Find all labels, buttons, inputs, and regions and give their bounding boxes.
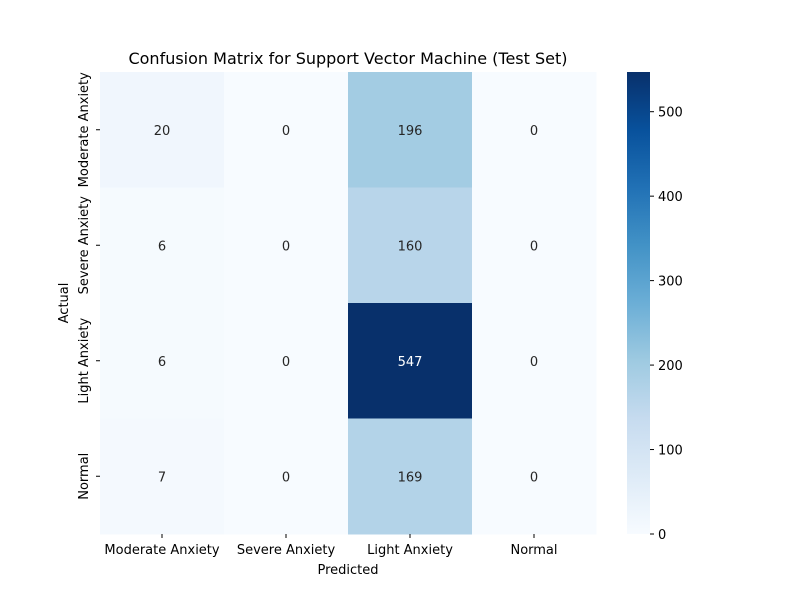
heatmap-cell-labels: 20 0 196 0 6 0 160 0 6 0 547 0 7 0 169 0 bbox=[154, 124, 538, 486]
heatmap-cell bbox=[472, 418, 597, 535]
x-tick-label: Moderate Anxiety bbox=[104, 543, 219, 558]
heatmap-cell bbox=[472, 187, 597, 304]
colorbar-tick-label: 100 bbox=[658, 444, 683, 459]
cell-value-label: 196 bbox=[398, 124, 423, 139]
x-tick-label: Normal bbox=[510, 543, 557, 558]
heatmap-cell bbox=[348, 72, 473, 188]
heatmap-cell bbox=[224, 303, 349, 419]
heatmap-cell bbox=[348, 187, 473, 304]
cell-value-label: 20 bbox=[154, 124, 171, 139]
colorbar-tick-label: 500 bbox=[658, 106, 683, 121]
cell-value-label: 6 bbox=[158, 355, 166, 370]
heatmap-cell bbox=[224, 72, 349, 188]
y-axis-label: Actual bbox=[57, 283, 72, 324]
cell-value-label: 0 bbox=[282, 470, 290, 485]
heatmap-cell bbox=[348, 303, 473, 419]
heatmap-cell bbox=[472, 72, 597, 188]
cell-value-label: 0 bbox=[282, 355, 290, 370]
cell-value-label: 0 bbox=[282, 239, 290, 254]
y-tick-label: Severe Anxiety bbox=[77, 196, 92, 295]
heatmap-cell bbox=[348, 418, 473, 535]
heatmap-cell bbox=[224, 418, 349, 535]
cell-value-label: 0 bbox=[282, 124, 290, 139]
colorbar-tick-label: 200 bbox=[658, 359, 683, 374]
heatmap-cell bbox=[100, 187, 225, 304]
cell-value-label: 0 bbox=[530, 355, 538, 370]
x-axis-ticks: Moderate Anxiety Severe Anxiety Light Anxi… bbox=[104, 534, 558, 558]
colorbar bbox=[627, 72, 650, 534]
y-tick-label: Moderate Anxiety bbox=[77, 72, 92, 187]
cell-value-label: 160 bbox=[398, 239, 423, 254]
cell-value-label: 169 bbox=[398, 470, 423, 485]
cell-value-label: 0 bbox=[530, 124, 538, 139]
heatmap-cell bbox=[100, 418, 225, 535]
cell-value-label: 6 bbox=[158, 239, 166, 254]
cell-value-label: 0 bbox=[530, 239, 538, 254]
cell-value-label: 7 bbox=[158, 470, 166, 485]
heatmap-cell bbox=[472, 303, 597, 419]
colorbar-ticks: 0 100 200 300 400 500 bbox=[650, 106, 683, 543]
colorbar-tick-label: 300 bbox=[658, 275, 683, 290]
colorbar-tick-label: 400 bbox=[658, 190, 683, 205]
cell-value-label: 0 bbox=[530, 470, 538, 485]
heatmap-cell bbox=[100, 72, 225, 188]
x-tick-label: Severe Anxiety bbox=[237, 543, 336, 558]
y-axis-ticks: Moderate Anxiety Severe Anxiety Light Anxi… bbox=[77, 72, 100, 500]
chart-title: Confusion Matrix for Support Vector Mach… bbox=[128, 49, 567, 68]
heatmap-cells bbox=[100, 72, 597, 535]
y-tick-label: Normal bbox=[77, 453, 92, 500]
colorbar-tick-label: 0 bbox=[658, 528, 666, 543]
y-tick-label: Light Anxiety bbox=[77, 318, 92, 404]
heatmap-cell bbox=[100, 303, 225, 419]
heatmap-cell bbox=[224, 187, 349, 304]
cell-value-label: 547 bbox=[398, 355, 423, 370]
x-tick-label: Light Anxiety bbox=[367, 543, 453, 558]
x-axis-label: Predicted bbox=[317, 563, 378, 578]
